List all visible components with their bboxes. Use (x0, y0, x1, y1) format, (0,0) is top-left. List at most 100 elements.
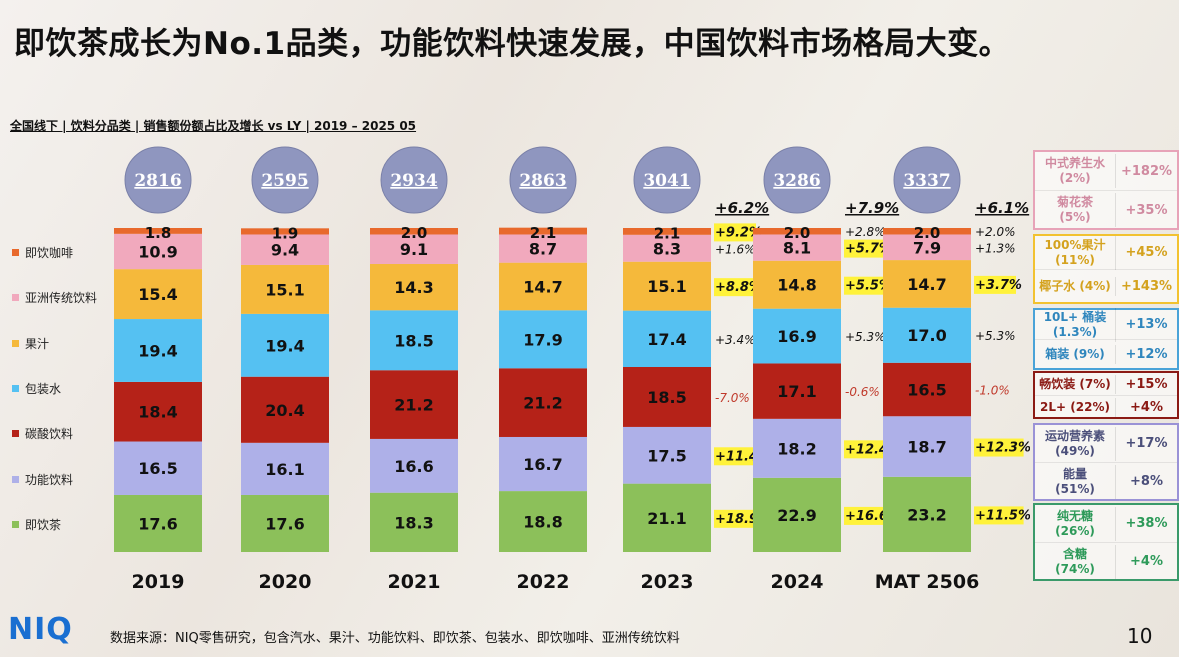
subcategory-name: 100%果汁 (11%) (1035, 235, 1116, 270)
bar-segment (370, 438, 458, 493)
x-tick-label: 2020 (259, 571, 312, 593)
panel-row: 畅饮装 (7%) +15% (1035, 373, 1177, 395)
data-label: 18.2 (777, 439, 816, 458)
subcategory-growth: +143% (1120, 279, 1173, 294)
growth-label: -1.0% (975, 384, 1010, 398)
legend-swatch (12, 385, 19, 392)
subcategory-growth: +4% (1130, 399, 1163, 415)
stacked-bar-chart: 17.6 16.5 18.4 19.4 15.4 10.91.8 2816 2019 17.6 1… (114, 146, 1030, 593)
legend-swatch (12, 249, 19, 256)
growth-label: +2.8% (845, 225, 886, 239)
bar-segment (241, 494, 329, 552)
bar-segment (883, 362, 971, 417)
data-label: 7.9 (913, 238, 941, 257)
subcategory-name: 能量 (51%) (1035, 464, 1116, 499)
panel-row: 10L+ 桶装 (1.3%) +13% (1035, 307, 1177, 342)
bar-segment (370, 234, 458, 264)
bar-segment (883, 260, 971, 308)
subcategory-name: 含糖 (74%) (1035, 544, 1116, 579)
panel-row: 菊花茶 (5%) +35% (1035, 190, 1177, 229)
legend-item: 果汁 (12, 335, 49, 352)
bar-segment (370, 310, 458, 371)
growth-label: +3.7% (975, 278, 1022, 293)
bar-segment (753, 363, 841, 419)
total-label: 3041 (643, 171, 690, 191)
growth-label: +5.5% (845, 279, 892, 294)
data-label: 21.1 (647, 509, 686, 528)
data-label: 10.9 (138, 242, 177, 261)
growth-label: +3.4% (715, 333, 756, 347)
subcategory-name: 运动营养素 (49%) (1035, 426, 1116, 461)
legend-label: 即饮茶 (25, 518, 62, 532)
growth-highlight (974, 438, 1024, 457)
growth-highlight (714, 509, 764, 528)
bar-segment (241, 228, 329, 235)
data-label: 14.7 (907, 275, 946, 294)
subcategory-name: 畅饮装 (7%) (1035, 374, 1116, 394)
subcategory-name: 箱装 (9%) (1035, 345, 1116, 364)
data-label: 2.0 (401, 224, 428, 242)
total-label: 2934 (390, 171, 437, 191)
source-note: 数据来源：NIQ零售研究，包含汽水、果汁、功能饮料、即饮茶、包装水、即饮咖啡、亚… (110, 631, 680, 646)
detail-panel: 10L+ 桶装 (1.3%) +13% 箱装 (9%) +12% (1033, 307, 1179, 370)
data-label: 17.4 (647, 330, 686, 349)
panel-row: 含糖 (74%) +4% (1035, 542, 1177, 580)
legend-item: 碳酸饮料 (12, 425, 73, 442)
bar-segment (623, 483, 711, 552)
bar-segment (499, 234, 587, 263)
data-label: 20.4 (265, 401, 304, 420)
legend-swatch (12, 294, 19, 301)
bar-segment (241, 376, 329, 443)
total-growth-label: +6.1% (975, 199, 1029, 217)
total-circle (763, 146, 831, 214)
legend-label: 亚洲传统饮料 (25, 291, 98, 305)
data-label: 16.9 (777, 327, 816, 346)
bar-segment (753, 308, 841, 364)
subcategory-growth: +8% (1130, 474, 1163, 489)
legend-label: 即饮咖啡 (25, 246, 74, 260)
bar-segment (623, 234, 711, 262)
subcategory-growth: +13% (1125, 317, 1168, 332)
growth-label: +1.3% (975, 241, 1016, 255)
data-label: 1.9 (272, 224, 299, 242)
data-label: 18.8 (523, 513, 562, 532)
bar-segment (241, 313, 329, 377)
data-label: 22.9 (777, 506, 816, 525)
x-tick-label: 2019 (132, 571, 185, 593)
data-label: 18.3 (394, 513, 433, 532)
subcategory-name: 10L+ 桶装 (1.3%) (1035, 307, 1116, 342)
total-label: 3337 (903, 171, 950, 191)
data-label: 18.4 (138, 403, 177, 422)
data-label: 17.6 (265, 514, 304, 533)
data-label: 17.5 (647, 446, 686, 465)
bar-segment (499, 368, 587, 437)
growth-label: -7.0% (715, 391, 750, 405)
total-label: 2863 (519, 171, 566, 191)
growth-label: +5.3% (845, 330, 886, 344)
legend-item: 亚洲传统饮料 (12, 289, 97, 306)
data-label: 19.4 (265, 336, 304, 355)
data-label: 8.3 (653, 239, 681, 258)
growth-label: +11.5% (975, 508, 1030, 523)
bar-segment (114, 381, 202, 442)
x-tick-label: 2023 (641, 571, 694, 593)
subcategory-growth: +12% (1125, 347, 1168, 362)
growth-highlight (714, 223, 756, 242)
data-label: 16.6 (394, 457, 433, 476)
bar-segment (499, 310, 587, 369)
bar-segment (623, 228, 711, 235)
bar-segment (114, 441, 202, 495)
growth-label: +8.8% (715, 280, 762, 295)
bar-segment (114, 269, 202, 320)
bar-segment (753, 228, 841, 235)
bar-segment (623, 261, 711, 311)
data-label: 2.0 (914, 224, 941, 242)
data-label: 9.1 (400, 240, 428, 259)
data-label: 8.7 (529, 240, 557, 259)
total-growth-label: +7.9% (845, 199, 899, 217)
data-label: 9.4 (271, 241, 299, 260)
legend-swatch (12, 476, 19, 483)
data-label: 1.8 (145, 224, 172, 242)
subcategory-name: 纯无糖 (26%) (1035, 506, 1116, 541)
data-label: 2.0 (784, 224, 811, 242)
